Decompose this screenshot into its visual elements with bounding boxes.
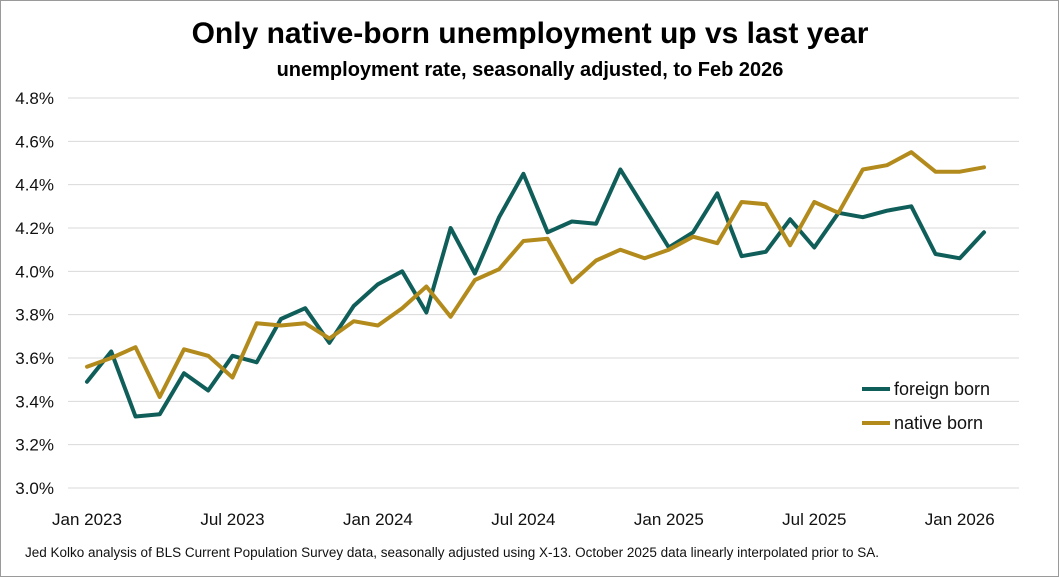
chart-title: Only native-born unemployment up vs last… [192,17,869,50]
chart-subtitle: unemployment rate, seasonally adjusted, … [277,59,784,81]
x-axis-ticks: Jan 2023 Jul 2023 Jan 2024 Jul 2024 Jan 2025… [52,510,995,529]
y-axis-ticks: 3.0% 3.2% 3.4% 3.6% 3.8% 4.0% 4.2% 4.4% 4.6% 4.8% [15,89,54,498]
series-line-native-born [85,150,986,399]
y-tick-label: 4.4% [15,176,54,195]
y-tick-label: 4.0% [15,262,54,281]
x-tick-label: Jan 2025 [634,510,704,529]
legend: foreign born native born [862,379,990,433]
x-tick-label: Jan 2024 [343,510,413,529]
y-tick-label: 3.2% [15,436,54,455]
legend-label-native-born: native born [894,413,983,433]
x-tick-label: Jul 2023 [200,510,264,529]
y-tick-label: 4.6% [15,132,54,151]
y-tick-label: 3.4% [15,392,54,411]
gridlines [68,97,1019,489]
y-tick-label: 3.6% [15,349,54,368]
legend-label-foreign-born: foreign born [894,379,990,399]
x-tick-label: Jan 2026 [925,510,995,529]
x-tick-label: Jul 2025 [782,510,846,529]
footnote: Jed Kolko analysis of BLS Current Popula… [25,545,879,560]
x-tick-label: Jul 2024 [491,510,555,529]
y-tick-label: 4.2% [15,219,54,238]
y-tick-label: 3.0% [15,479,54,498]
y-tick-label: 4.8% [15,89,54,108]
series-lines [85,150,986,419]
x-tick-label: Jan 2023 [52,510,122,529]
series-line-foreign-born [85,167,986,419]
y-tick-label: 3.8% [15,306,54,325]
